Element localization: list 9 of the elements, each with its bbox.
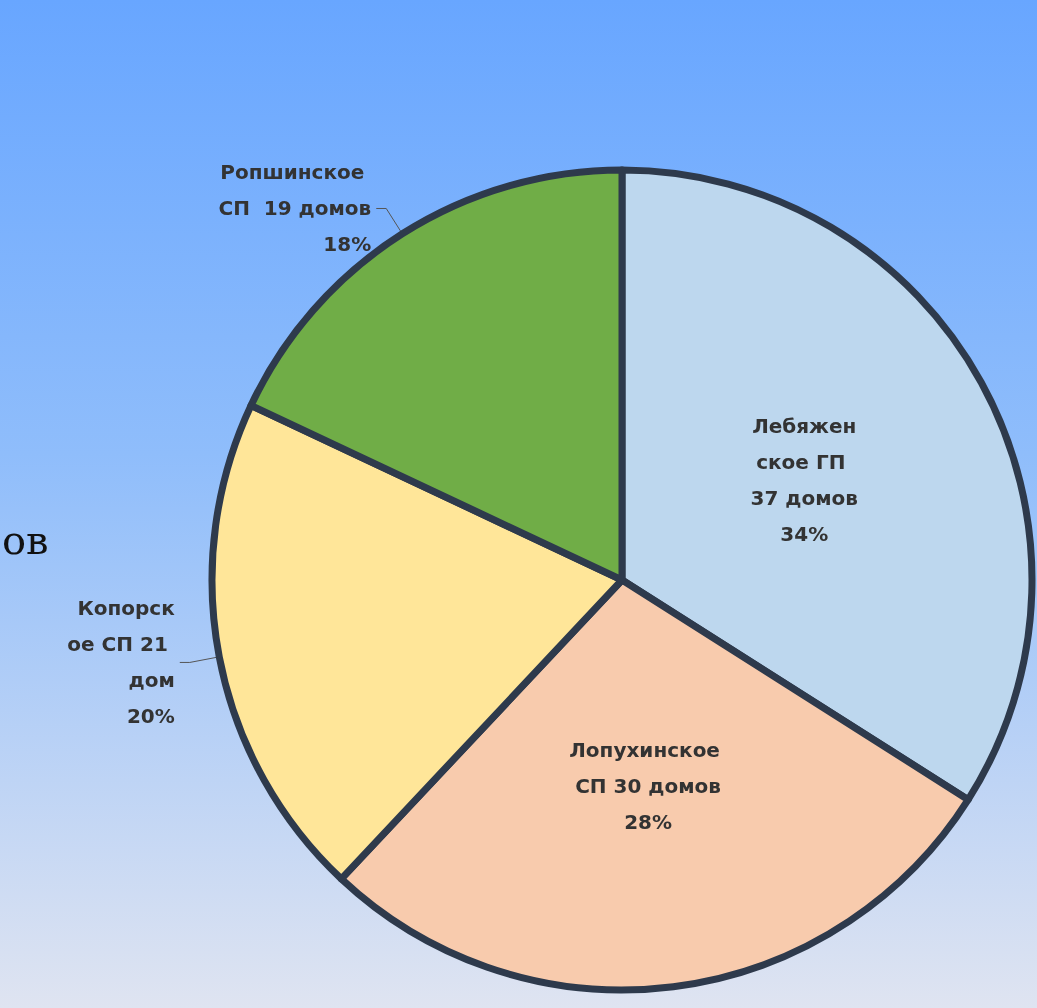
data-label: 20% <box>126 704 175 729</box>
slice-label: Копорское СП 21 дом <box>67 596 176 693</box>
data-label: 18% <box>323 232 372 257</box>
slice-label: Лопухинское СП 30 домов <box>569 738 727 799</box>
slice-label: Лебяженское ГП 37 домов <box>750 413 858 510</box>
slice-label: Ропшинское СП 19 домов <box>218 160 372 221</box>
text: ов <box>2 517 49 563</box>
data-label: 28% <box>624 810 673 835</box>
data-label: 34% <box>780 521 829 546</box>
